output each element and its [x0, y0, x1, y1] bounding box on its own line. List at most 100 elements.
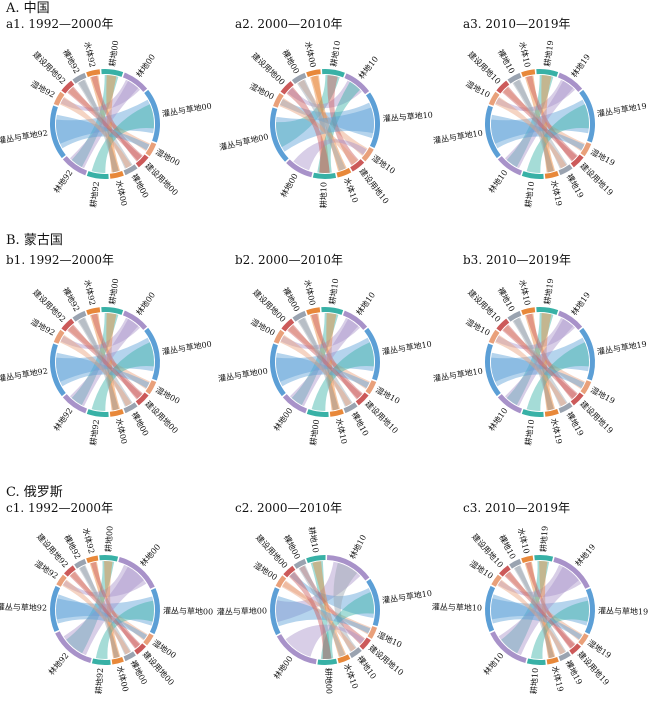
- chord-ribbon: [311, 342, 374, 411]
- chord-ribbon: [526, 104, 589, 173]
- chord-ribbon: [279, 97, 358, 165]
- chord-ribbon: [495, 334, 567, 407]
- chord-ribbon: [297, 317, 339, 411]
- chord-arc-9: [62, 394, 88, 414]
- chord-ribbon: [55, 99, 154, 144]
- chord-ribbon: [55, 352, 150, 389]
- chord-arc-label: 裸地19: [564, 658, 585, 686]
- chord-arc-label: 水体10: [334, 417, 350, 445]
- chord-arc-label: 裸地19: [565, 410, 586, 438]
- chord-arc-label: 林地00: [134, 52, 157, 79]
- chord-arc-1: [326, 555, 370, 581]
- chord-ribbon: [288, 571, 332, 659]
- chord-arc-label: 湿地19: [589, 385, 617, 406]
- chord-ribbon: [67, 324, 142, 399]
- chord-ribbon: [106, 313, 121, 411]
- chord-arc-label: 灌丛与草地19: [598, 605, 648, 616]
- chord-arc-3: [579, 89, 595, 143]
- chord-arc-label: 裸地00: [129, 658, 150, 686]
- chord-arc-label: 耕地92: [88, 419, 101, 446]
- chord-ribbon: [91, 342, 154, 411]
- chord-arc-7: [544, 170, 559, 179]
- chord-arc-7: [312, 172, 337, 179]
- chord-arc-label: 水体10: [342, 176, 361, 204]
- chord-arc-label: 裸地00: [281, 285, 302, 313]
- chord-arc-4: [145, 142, 157, 157]
- chord-arc-2: [557, 72, 583, 92]
- chord-ribbon: [287, 324, 362, 399]
- chord-arc-9: [282, 394, 308, 414]
- chord-ribbon: [491, 352, 585, 389]
- chord-arc-8: [276, 634, 317, 665]
- chord-ribbon: [276, 352, 370, 389]
- chord-arc-12: [61, 318, 75, 332]
- chord-arc-7: [329, 408, 344, 417]
- chord-arc-9: [490, 631, 527, 664]
- chord-arc-label: 耕地00: [103, 526, 115, 553]
- chord-arc-4: [365, 380, 377, 395]
- chord-arc-9: [270, 587, 281, 636]
- chord-ribbon: [309, 313, 339, 411]
- chord-arc-1: [321, 307, 344, 315]
- chord-arc-6: [558, 164, 573, 176]
- chord-arc-label: 湿地10: [374, 385, 402, 406]
- chord-arc-label: 耕地10: [528, 668, 540, 695]
- chord-arc-label: 耕地10: [523, 419, 536, 446]
- chord-arc-label: 湿地10: [464, 78, 492, 99]
- chord-diagram-c2: 耕地10 林地10灌丛与草地10湿地10建设用地10裸地10水体10耕地00林地0…: [217, 526, 433, 694]
- chord-ribbon: [276, 561, 361, 623]
- chord-arc-label: 林地10: [486, 168, 509, 195]
- chord-arc-0: [306, 555, 326, 564]
- chord-arc-10: [50, 585, 61, 632]
- chord-arc-label: 灌丛与草地19: [596, 339, 647, 357]
- chord-arc-label: 耕地19: [542, 40, 555, 67]
- chord-arc-label: 灌丛与草地00: [217, 605, 267, 616]
- chord-arc-1: [322, 69, 345, 78]
- chord-ribbon: [282, 581, 371, 635]
- chord-arc-label: 灌丛与草地10: [381, 339, 432, 357]
- chord-ribbon: [530, 600, 589, 659]
- chord-ribbon: [513, 317, 568, 407]
- chord-ribbon: [327, 75, 359, 166]
- chord-arc-label: 灌丛与草地00: [163, 605, 213, 616]
- chord-arc-12: [64, 565, 76, 577]
- chord-arc-label: 水体00: [302, 279, 318, 307]
- chord-arc-label: 裸地00: [130, 410, 151, 438]
- chord-ribbons: [491, 313, 589, 411]
- chord-arc-label: 林地19: [569, 52, 592, 79]
- chord-ribbon: [310, 561, 332, 659]
- chord-arc-11: [280, 81, 294, 95]
- chord-ribbon: [502, 324, 577, 399]
- chord-arc-label: 林地92: [46, 650, 71, 676]
- chord-ribbons: [55, 561, 154, 659]
- chord-ribbons: [491, 561, 589, 659]
- chord-arc-4: [143, 633, 154, 646]
- chord-arc-8: [286, 159, 313, 178]
- chord-arc-5: [135, 392, 149, 406]
- chord-ribbon: [60, 96, 132, 169]
- chord-ribbon: [298, 79, 368, 156]
- chord-ribbon: [491, 594, 583, 640]
- chord-arc-label: 林地10: [481, 650, 506, 676]
- chord-ribbon: [524, 561, 555, 659]
- chord-ribbon: [505, 571, 583, 641]
- chord-arc-label: 湿地10: [370, 153, 397, 176]
- chord-arc-1: [536, 69, 559, 77]
- chord-arc-label: 湿地92: [29, 316, 57, 337]
- chord-arc-4: [145, 380, 157, 395]
- chord-arc-label: 建设用地00: [250, 50, 287, 86]
- chord-ribbon: [66, 561, 115, 654]
- panel-title-a3: a3. 2010—2019年: [463, 17, 571, 31]
- chord-arc-label: 林地00: [138, 542, 163, 568]
- chord-ribbon: [524, 313, 554, 411]
- chord-ribbon: [512, 79, 554, 173]
- chord-arc-10: [485, 585, 496, 632]
- chord-ribbon: [297, 79, 346, 171]
- chord-arc-label: 耕地10: [328, 40, 342, 67]
- chord-arc-label: 耕地10: [307, 526, 321, 553]
- chord-ribbon: [60, 79, 141, 112]
- chord-arc-label: 裸地10: [496, 285, 517, 313]
- chord-arc-label: 林地10: [354, 290, 377, 317]
- panel-title-a1: a1. 1992—2000年: [6, 17, 114, 31]
- chord-diagram-a3: 水体10 耕地19 林地19灌丛与草地19湿地19建设用地19裸地19水体19耕地1…: [432, 40, 647, 208]
